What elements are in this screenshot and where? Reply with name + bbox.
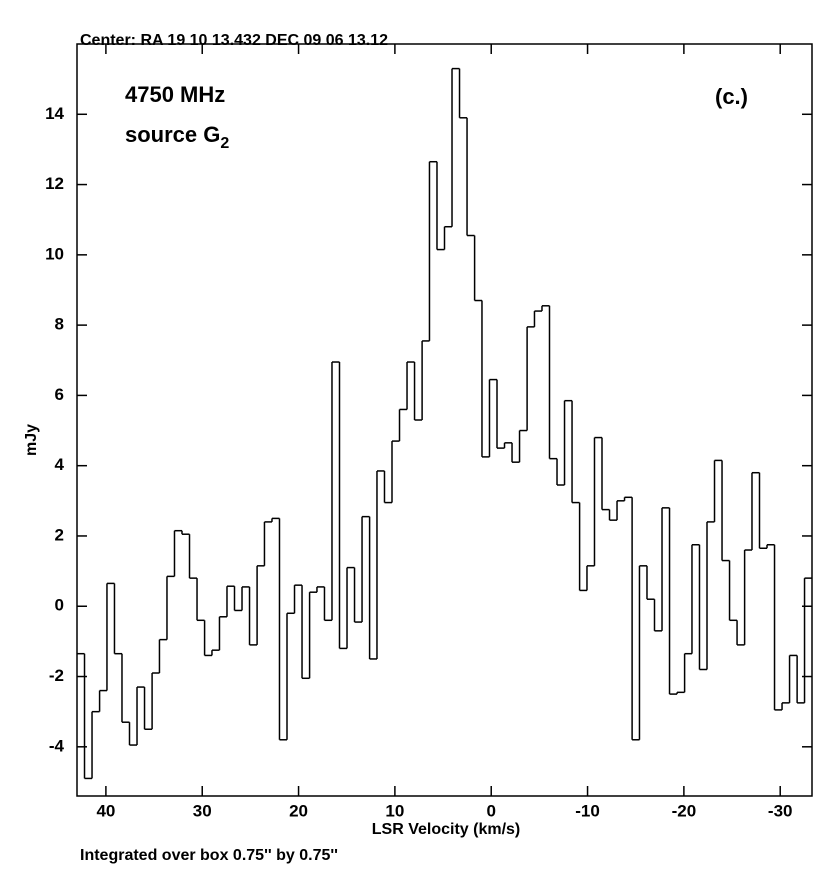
y-tick-label: 0 xyxy=(55,596,64,615)
y-tick-label: 6 xyxy=(55,385,64,404)
y-tick-label: -2 xyxy=(49,666,64,685)
y-tick-label: 12 xyxy=(45,174,64,193)
source-subscript: 2 xyxy=(220,135,229,152)
x-tick-label: 10 xyxy=(385,801,404,820)
x-tick-label: 0 xyxy=(486,801,495,820)
y-tick-label: 4 xyxy=(55,455,65,474)
y-tick-label: 8 xyxy=(55,315,64,334)
y-tick-label: 2 xyxy=(55,525,64,544)
source-label: source G2 xyxy=(125,122,229,152)
source-text: source G xyxy=(125,122,220,147)
x-tick-label: -10 xyxy=(575,801,600,820)
x-tick-label: 40 xyxy=(96,801,115,820)
footer: Integrated over box 0.75'' by 0.75'' xyxy=(80,847,338,864)
plot-frame xyxy=(76,43,813,797)
y-tick-label: -4 xyxy=(49,736,65,755)
y-axis-label: mJy xyxy=(23,424,40,456)
annotation: 4750 MHz xyxy=(125,82,225,107)
y-tick-label: 10 xyxy=(45,244,64,263)
y-tick-label: 14 xyxy=(45,104,64,123)
x-tick-label: 30 xyxy=(193,801,212,820)
x-axis-label: LSR Velocity (km/s) xyxy=(372,821,521,838)
x-tick-label: 20 xyxy=(289,801,308,820)
x-tick-label: -20 xyxy=(672,801,697,820)
chart-title: Center: RA 19 10 13.432 DEC 09 06 13.12 xyxy=(80,32,388,49)
x-tick-label: -30 xyxy=(768,801,793,820)
panel-label: (c.) xyxy=(715,84,748,109)
